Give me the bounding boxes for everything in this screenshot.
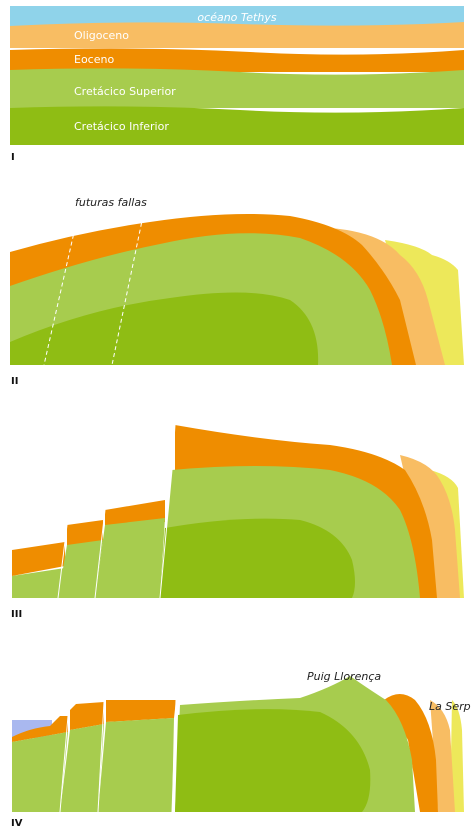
- layer-label-oligoceno: Oligoceno: [74, 29, 129, 42]
- eoceno-layer: [12, 716, 68, 742]
- yellow-layer: [450, 700, 464, 812]
- cretacico-superior-layer: [12, 568, 65, 598]
- layer-label-cretacico-superior: Cretácico Superior: [74, 85, 176, 98]
- fault-line: [171, 699, 177, 813]
- stage-label-ii: II: [11, 376, 18, 387]
- fault-line: [57, 524, 68, 599]
- panel-ii: futuras fallas II: [10, 196, 464, 387]
- cretacico-superior-layer: [95, 518, 165, 598]
- fault-line: [94, 509, 106, 599]
- fault-line: [159, 424, 176, 599]
- future-faults-label: futuras fallas: [75, 196, 147, 209]
- cretacico-superior-layer: [58, 540, 103, 598]
- cretacico-inferior-layer: [175, 709, 371, 812]
- cretacico-superior-layer: [10, 68, 464, 108]
- cretacico-inferior-layer: [160, 518, 355, 598]
- stage-label-iii: III: [11, 609, 22, 620]
- cretacico-superior-layer: [12, 732, 68, 812]
- eoceno-layer: [70, 702, 104, 730]
- layer-label-eoceno: Eoceno: [74, 53, 114, 66]
- oligoceno-layer: [10, 22, 464, 48]
- eoceno-layer: [384, 694, 438, 812]
- panel-iii: III: [11, 424, 464, 620]
- fault-line: [59, 715, 69, 813]
- eoceno-layer: [12, 542, 65, 576]
- stage-label-i: I: [11, 152, 15, 163]
- layer-label-cretacico-inferior: Cretácico Inferior: [74, 120, 169, 133]
- fault-line: [97, 701, 105, 813]
- panel-i: océano Tethys Oligoceno Eoceno Cretácico…: [10, 6, 464, 163]
- cretacico-inferior-layer: [10, 292, 319, 365]
- peak-label-la-serp: La Serp: [429, 700, 471, 713]
- ocean-label: océano Tethys: [197, 11, 276, 24]
- future-fault-line: [43, 227, 76, 366]
- eoceno-layer: [10, 48, 464, 72]
- panel-iv: Puig Llorença La Serp IV: [11, 670, 471, 829]
- cretacico-superior-layer: [98, 718, 174, 812]
- eoceno-layer: [106, 700, 176, 722]
- eoceno-layer: [67, 520, 103, 548]
- future-fault-line: [111, 215, 144, 366]
- cretacico-superior-layer: [60, 724, 104, 812]
- stage-label-iv: IV: [11, 818, 23, 829]
- cretacico-inferior-layer: [10, 106, 464, 145]
- peak-label-puig-llorenca: Puig Llorença: [307, 670, 381, 683]
